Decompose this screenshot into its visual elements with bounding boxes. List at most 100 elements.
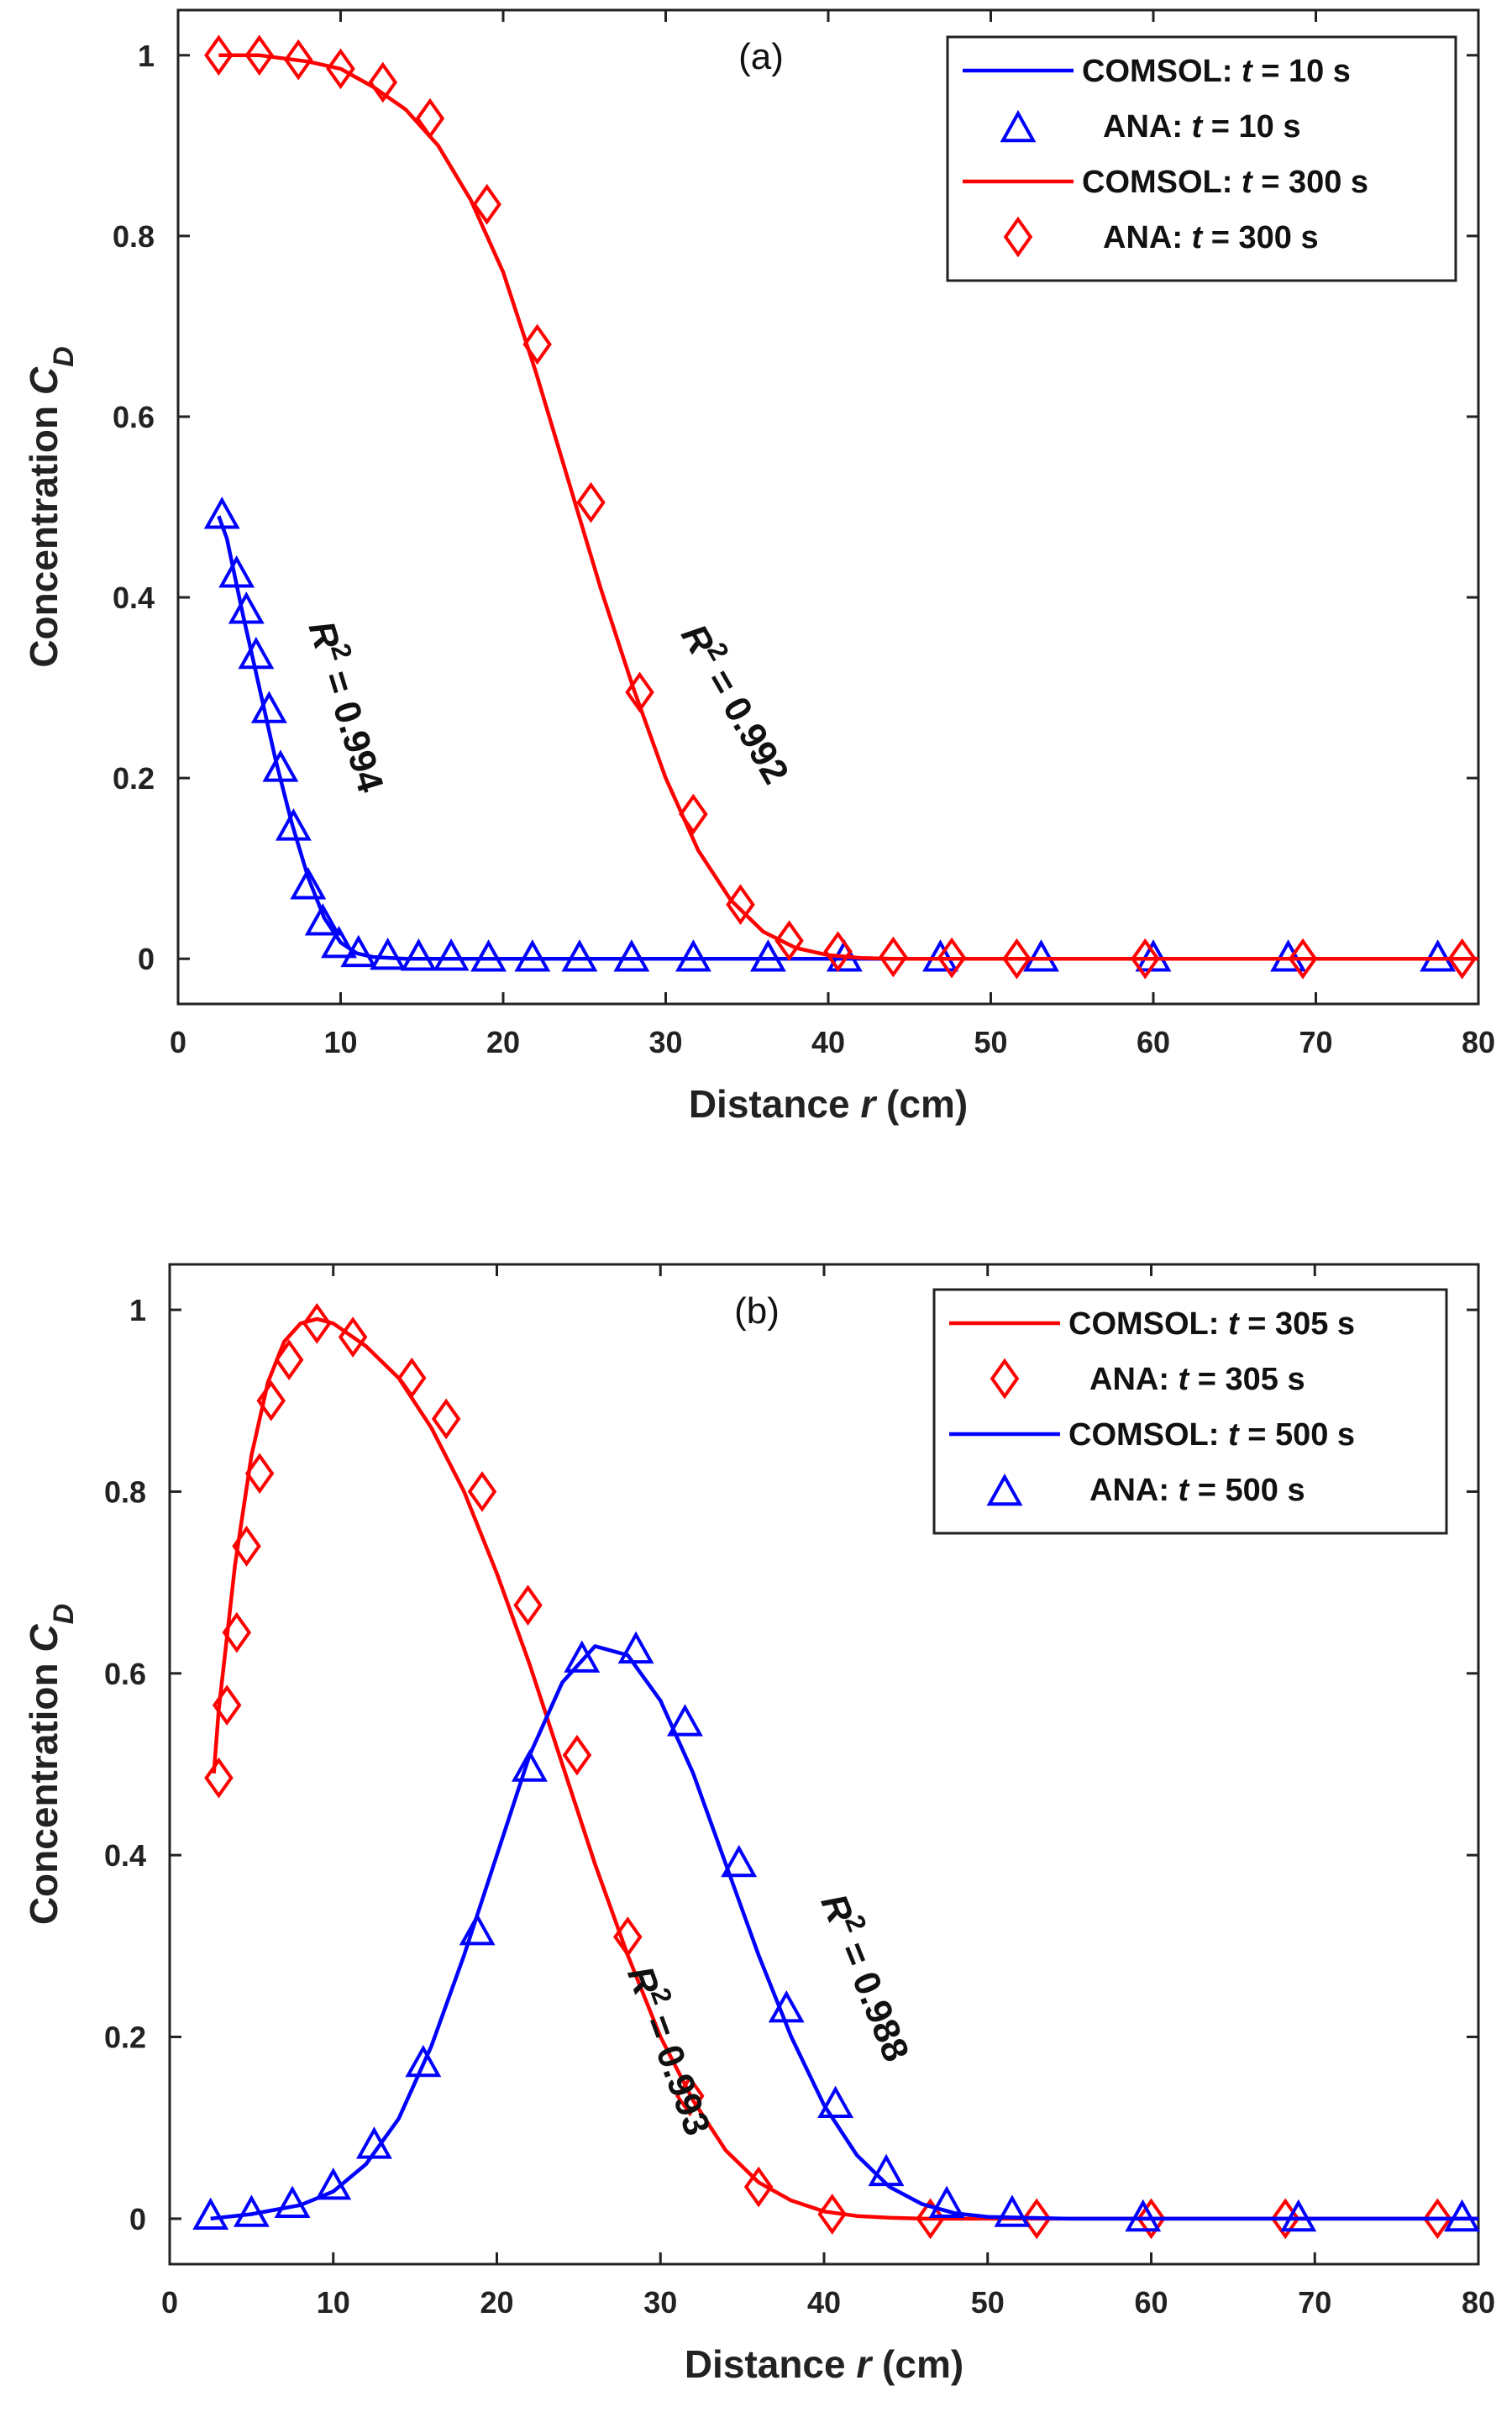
data-point-triangle (721, 1844, 758, 1878)
x-tick-label: 10 (323, 1025, 357, 1059)
data-point-diamond (415, 97, 445, 139)
data-point-diamond (467, 1471, 497, 1512)
chart-panel-a: 0 10 20 30 40 50 60 70 80 0 0.2 0.4 0.6 0.8 1 Distance … (22, 8, 1495, 1126)
data-point-triangle (405, 2044, 442, 2078)
data-point-diamond (1021, 2198, 1052, 2240)
data-point-diamond (396, 1357, 427, 1399)
data-point-diamond (232, 1526, 261, 1567)
panel-label: (a) (738, 36, 784, 77)
data-point-triangle (315, 2167, 352, 2200)
data-point-triangle (1270, 939, 1307, 972)
data-point-diamond (244, 34, 275, 76)
data-point-triangle (613, 939, 650, 972)
data-point-diamond (513, 1584, 543, 1626)
data-point-triangle (561, 939, 598, 972)
legend-entry: ANA: t = 500 s (1089, 1473, 1305, 1508)
data-point-diamond (726, 884, 755, 926)
data-point-triangle (228, 591, 265, 624)
y-axis-title: Concentration CD (22, 346, 80, 667)
data-point-diamond (1447, 938, 1477, 980)
data-point-diamond (1137, 2198, 1166, 2240)
legend-box (946, 35, 1457, 282)
x-tick-label: 80 (1462, 1025, 1495, 1059)
y-tick-label: 0.4 (113, 581, 155, 615)
y-axis-variable: C (22, 1624, 66, 1653)
series-2-line (218, 53, 1478, 961)
data-point-triangle (994, 2194, 1031, 2227)
legend-entry: COMSOL: t = 305 s (1068, 1306, 1355, 1342)
data-point-diamond (222, 1611, 252, 1653)
data-point-diamond (625, 671, 654, 713)
data-point-diamond (522, 323, 552, 365)
x-tick-label: 0 (161, 2285, 178, 2320)
data-point-triangle (749, 939, 786, 972)
data-point-diamond (338, 1316, 368, 1358)
series-1-triangle (203, 497, 1457, 972)
x-tick-label: 50 (974, 1025, 1007, 1059)
data-point-triangle (233, 2194, 270, 2227)
data-point-triangle (667, 1704, 703, 1737)
y-axis-title-text: Concentration (22, 1653, 66, 1926)
data-point-triangle (817, 2085, 854, 2118)
x-axis-units: (cm) (871, 2342, 963, 2386)
legend-triangle-swatch (1000, 109, 1037, 143)
legend-diamond-swatch (1003, 216, 1033, 258)
legend-entry-value: = 10 s (1202, 109, 1300, 145)
legend-entry-label: COMSOL: (1068, 1306, 1228, 1342)
legend-entry-variable: t (1242, 54, 1253, 89)
x-tick-label: 40 (807, 2285, 841, 2320)
data-point-triangle (290, 867, 327, 900)
data-point-triangle (1125, 2199, 1162, 2232)
y-axis-title: Concentration CD (22, 1604, 80, 1925)
data-point-triangle (868, 2153, 905, 2187)
data-point-triangle (203, 497, 240, 529)
x-tick-label: 20 (486, 1025, 520, 1059)
legend-entry: ANA: t = 10 s (1103, 109, 1300, 145)
data-point-triangle (470, 939, 507, 972)
data-point-diamond (326, 48, 355, 90)
y-axis-subscript: D (48, 1604, 80, 1625)
legend-entry-label: ANA: (1103, 220, 1192, 255)
y-tick-label: 0 (129, 2202, 146, 2236)
data-point-triangle (514, 939, 551, 972)
data-point-diamond (576, 481, 606, 523)
data-point-triangle (400, 938, 437, 971)
legend-entry: ANA: t = 300 s (1103, 220, 1319, 255)
data-point-diamond (1423, 2198, 1452, 2240)
x-axis-title: Distance r (cm) (689, 1082, 968, 1126)
panel-label: (b) (734, 1290, 780, 1332)
data-point-triangle (355, 2126, 392, 2159)
legend-triangle-swatch (986, 1473, 1023, 1506)
x-tick-label: 0 (170, 1025, 186, 1059)
y-tick-label: 1 (138, 39, 155, 73)
y-tick-label: 0.8 (104, 1474, 146, 1509)
data-point-triangle (262, 749, 299, 782)
legend-box (932, 1288, 1448, 1535)
x-axis-variable: r (856, 2342, 873, 2386)
data-point-triangle (675, 939, 711, 972)
y-tick-label: 0.2 (113, 761, 155, 796)
y-axis-variable: C (22, 366, 66, 395)
legend-entry-variable: t (1242, 165, 1253, 200)
legend-entry: COMSOL: t = 10 s (1082, 54, 1351, 89)
data-point-diamond (823, 931, 853, 972)
data-point-diamond (679, 793, 708, 835)
data-point-diamond (472, 183, 501, 225)
x-tick-label: 20 (480, 2285, 513, 2320)
data-point-diamond (244, 1453, 275, 1495)
data-point-diamond (817, 2194, 848, 2235)
data-point-triangle (274, 2185, 311, 2218)
data-point-triangle (1135, 939, 1172, 972)
legend-entry-label: ANA: (1089, 1362, 1179, 1397)
legend-diamond-swatch (990, 1358, 1020, 1400)
x-axis-variable: r (860, 1082, 877, 1126)
data-point-diamond (879, 936, 908, 978)
data-point-triangle (304, 903, 341, 936)
legend-entry-value: = 500 s (1189, 1473, 1305, 1508)
x-axis-units: (cm) (875, 1082, 968, 1126)
legend-entry-variable: t (1179, 1362, 1190, 1397)
data-point-diamond (302, 1302, 332, 1344)
